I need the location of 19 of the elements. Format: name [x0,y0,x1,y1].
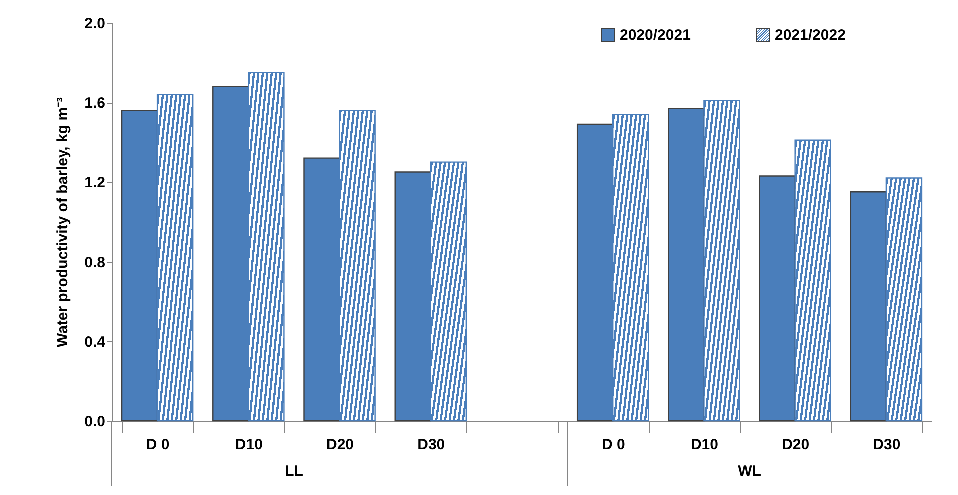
y-tick-label: 0.0 [84,414,106,430]
x-tick-label: D10 [690,436,718,454]
y-axis-title: Water productivity of barley, kg m⁻³ [54,97,72,348]
y-tick-label: 1.2 [84,174,106,192]
y-tick-label: 2.0 [84,16,106,32]
x-tick-label: D30 [418,436,446,454]
x-tick-label: D10 [235,436,263,454]
x-tick-label: D30 [873,436,901,454]
x-tick-label: D20 [326,436,354,454]
x-tick-label: D20 [782,436,810,454]
legend-label: 2020/2021 [620,27,691,44]
legend-label: 2021/2022 [775,27,846,44]
y-tick-label: 1.6 [84,95,106,112]
text: LL [285,463,304,480]
y-tick-label: 0.8 [84,254,106,272]
y-tick-label: 0.4 [84,334,106,351]
x-tick-label: D 0 [602,436,626,454]
text: WL [738,463,762,480]
x-tick-label: D 0 [146,436,170,454]
